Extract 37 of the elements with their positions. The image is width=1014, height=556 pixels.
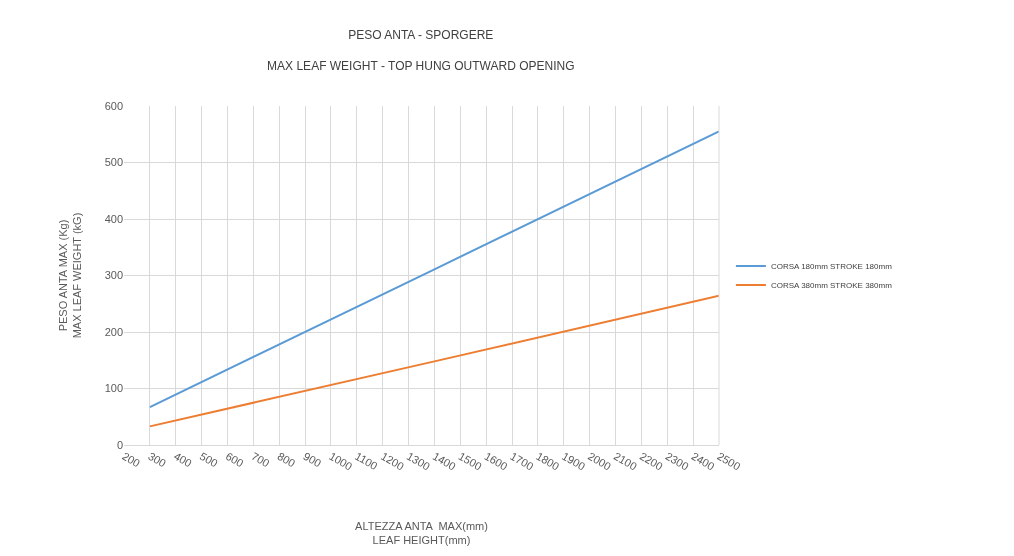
x-tick-label: 700 [249, 449, 272, 470]
x-tick-label: 400 [171, 449, 194, 470]
x-tick-label: 900 [301, 449, 324, 470]
x-tick-label: 1500 [456, 449, 484, 473]
y-tick-label: 300 [104, 269, 123, 282]
y-tick-label: 400 [104, 212, 123, 225]
x-tick-label: 1000 [327, 449, 355, 473]
legend-label: CORSA 180mm STROKE 180mm [770, 262, 893, 272]
chart-title: PESO ANTA - SPORGERE [348, 27, 494, 42]
y-tick-label: 200 [104, 325, 123, 338]
x-tick-label: 300 [146, 449, 169, 470]
x-tick-label: 600 [223, 449, 246, 470]
x-tick-label: 2400 [689, 449, 717, 473]
x-tick-label: 1300 [404, 449, 433, 473]
x-tick-label: 500 [197, 449, 220, 470]
x-tick-label: 2300 [663, 449, 691, 473]
x-tick-label: 800 [275, 449, 298, 470]
chart-subtitle: MAX LEAF WEIGHT - TOP HUNG OUTWARD OPENING [267, 59, 575, 74]
x-tick-label: 1200 [378, 449, 407, 473]
x-tick-label: 200 [120, 449, 143, 470]
x-tick-label: 2500 [715, 449, 743, 473]
x-axis-title: ALTEZZA ANTA MAX(mm) LEAF HEIGHT(mm) [355, 519, 488, 546]
x-tick-label: 1700 [508, 449, 536, 473]
x-tick-label: 2200 [637, 449, 665, 473]
x-tick-label: 2100 [611, 449, 639, 473]
x-tick-label: 1800 [534, 449, 562, 473]
y-tick-label: 100 [104, 382, 123, 395]
y-tick-label: 500 [104, 156, 123, 169]
x-tick-label: 1600 [482, 449, 510, 473]
x-tick-label: 1900 [560, 449, 588, 473]
y-axis-title: PESO ANTA MAX (Kg) MAX LEAF WEIGHT (kG) [56, 212, 84, 339]
x-tick-label: 1400 [430, 449, 458, 473]
y-tick-label: 600 [104, 99, 123, 112]
y-tick-label: 0 [116, 438, 123, 451]
legend-label: CORSA 380mm STROKE 380mm [770, 281, 893, 291]
x-tick-label: 1100 [353, 449, 380, 473]
x-tick-label: 2000 [585, 449, 614, 473]
